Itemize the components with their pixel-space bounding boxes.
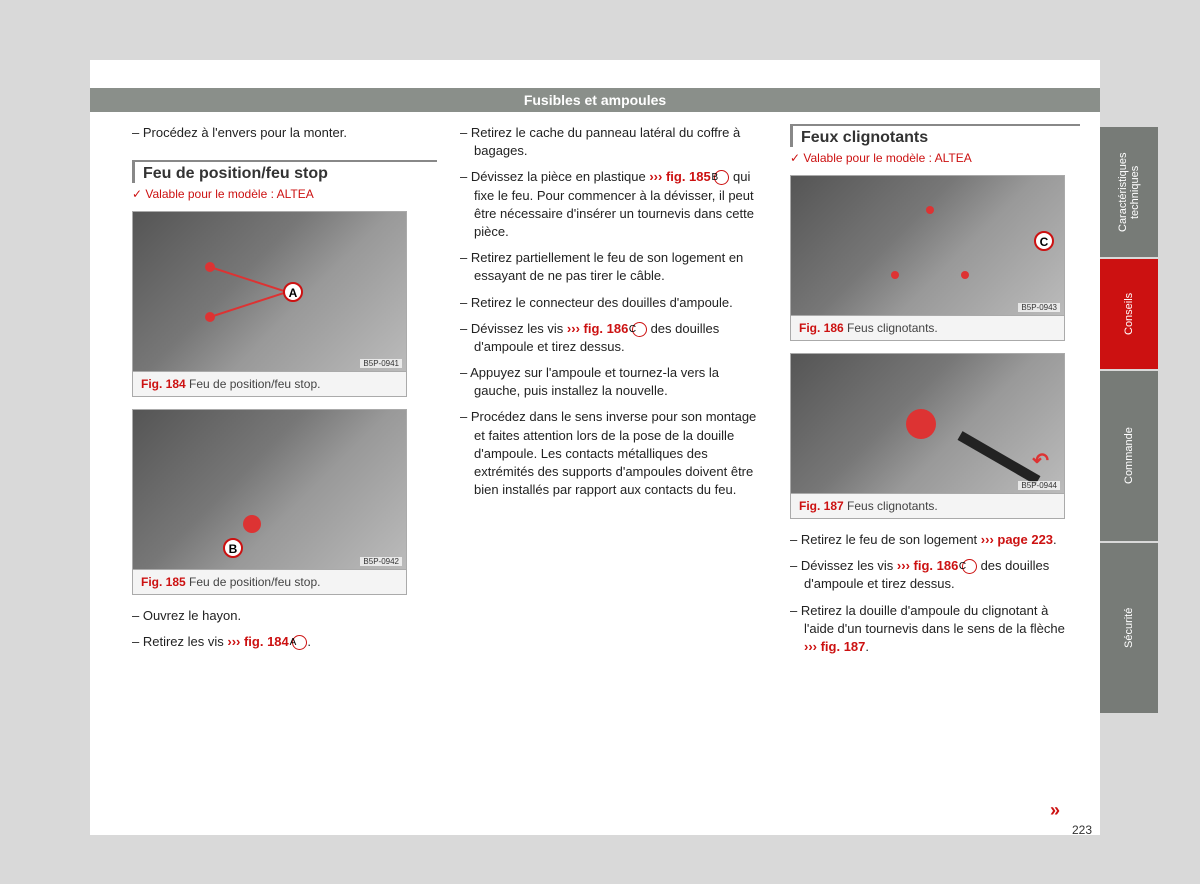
instruction-item: Retirez partiellement le feu de son loge… [460,249,765,285]
marker-a: A [283,282,303,302]
instruction-item: Procédez à l'envers pour la monter. [132,124,437,142]
fig-ref-link[interactable]: ››› fig. 186 [567,321,628,336]
page-ref-link[interactable]: ››› page 223 [981,532,1053,547]
column-left: Procédez à l'envers pour la monter. Feu … [132,124,437,660]
column-right: Feux clignotants Valable pour le modèle … [790,124,1080,664]
figure-image: B B5P-0942 [133,410,406,570]
marker-ref-b: B [714,170,729,185]
figure-caption: Fig. 187 Feus clignotants. [791,494,1064,518]
instruction-text: . [307,634,311,649]
instruction-text: . [865,639,869,654]
marker-ref-a: A [292,635,307,650]
figure-caption: Fig. 184 Feu de position/feu stop. [133,372,406,396]
valid-for-note: Valable pour le modèle : ALTEA [132,187,437,201]
pointer-dot [961,271,969,279]
figure-caption-text: Feu de position/feu stop. [189,575,320,589]
figure-ref: Fig. 187 [799,499,844,513]
instruction-text: Retirez la douille d'ampoule du clignota… [801,603,1065,636]
figure-code: B5P-0944 [1018,481,1060,490]
manual-page: Fusibles et ampoules Procédez à l'envers… [90,60,1100,835]
tab-conseils[interactable]: Conseils [1100,259,1158,369]
section-heading: Feu de position/feu stop [132,160,437,183]
figure-ref: Fig. 186 [799,321,844,335]
figure-caption: Fig. 185 Feu de position/feu stop. [133,570,406,594]
figure-185: B B5P-0942 Fig. 185 Feu de position/feu … [132,409,407,595]
figure-image: ↶ B5P-0944 [791,354,1064,494]
instruction-text: Dévissez la pièce en plastique [471,169,650,184]
figure-caption-text: Feus clignotants. [847,321,938,335]
instruction-text: . [1053,532,1057,547]
figure-caption-text: Feus clignotants. [847,499,938,513]
instruction-text: Dévissez les vis [471,321,567,336]
marker-b: B [223,538,243,558]
tab-characteristics[interactable]: Caractéristiques techniques [1100,127,1158,257]
arrow-icon: ↶ [1032,448,1049,473]
highlight-dot [243,515,261,533]
fig-ref-link[interactable]: ››› fig. 187 [804,639,865,654]
instruction-item: Procédez dans le sens inverse pour son m… [460,408,765,499]
instruction-item: Retirez la douille d'ampoule du clignota… [790,602,1080,657]
figure-184: A B5P-0941 Fig. 184 Feu de position/feu … [132,211,407,397]
pointer-dot [891,271,899,279]
figure-187: ↶ B5P-0944 Fig. 187 Feus clignotants. [790,353,1065,519]
section-heading: Feux clignotants [790,124,1080,147]
fig-ref-link[interactable]: ››› fig. 186 [897,558,958,573]
instruction-item: Dévissez les vis ››› fig. 186 C des doui… [460,320,765,356]
fig-ref-link[interactable]: ››› fig. 184 [227,634,288,649]
page-number: 223 [1072,823,1092,837]
highlight-bulb [906,409,936,439]
pointer-line [210,266,287,293]
tab-securite[interactable]: Sécurité [1100,543,1158,713]
side-tabs: Caractéristiques techniques Conseils Com… [1100,127,1158,715]
figure-code: B5P-0942 [360,557,402,566]
marker-ref-c: C [962,559,977,574]
marker-ref-c: C [632,322,647,337]
instruction-item: Retirez le feu de son logement ››› page … [790,531,1080,549]
continue-marker: » [1050,800,1060,821]
instruction-item: Dévissez la pièce en plastique ››› fig. … [460,168,765,241]
pointer-line [210,292,287,319]
instruction-text: Dévissez les vis [801,558,897,573]
figure-ref: Fig. 185 [141,575,186,589]
pointer-dot [926,206,934,214]
figure-ref: Fig. 184 [141,377,186,391]
instruction-text: Retirez les vis [143,634,228,649]
instruction-item: Appuyez sur l'ampoule et tournez-la vers… [460,364,765,400]
tab-commande[interactable]: Commande [1100,371,1158,541]
column-middle: Retirez le cache du panneau latéral du c… [460,124,765,507]
figure-image: C B5P-0943 [791,176,1064,316]
figure-image: A B5P-0941 [133,212,406,372]
valid-for-note: Valable pour le modèle : ALTEA [790,151,1080,165]
figure-caption: Fig. 186 Feus clignotants. [791,316,1064,340]
instruction-text: Retirez le feu de son logement [801,532,981,547]
instruction-item: Ouvrez le hayon. [132,607,437,625]
instruction-item: Retirez les vis ››› fig. 184 A. [132,633,437,651]
chapter-header: Fusibles et ampoules [90,88,1100,112]
instruction-item: Dévissez les vis ››› fig. 186 C des doui… [790,557,1080,593]
figure-code: B5P-0943 [1018,303,1060,312]
figure-code: B5P-0941 [360,359,402,368]
figure-186: C B5P-0943 Fig. 186 Feus clignotants. [790,175,1065,341]
marker-c: C [1034,231,1054,251]
screwdriver-shape [958,431,1041,485]
instruction-item: Retirez le connecteur des douilles d'amp… [460,294,765,312]
instruction-item: Retirez le cache du panneau latéral du c… [460,124,765,160]
fig-ref-link[interactable]: ››› fig. 185 [649,169,710,184]
figure-caption-text: Feu de position/feu stop. [189,377,320,391]
